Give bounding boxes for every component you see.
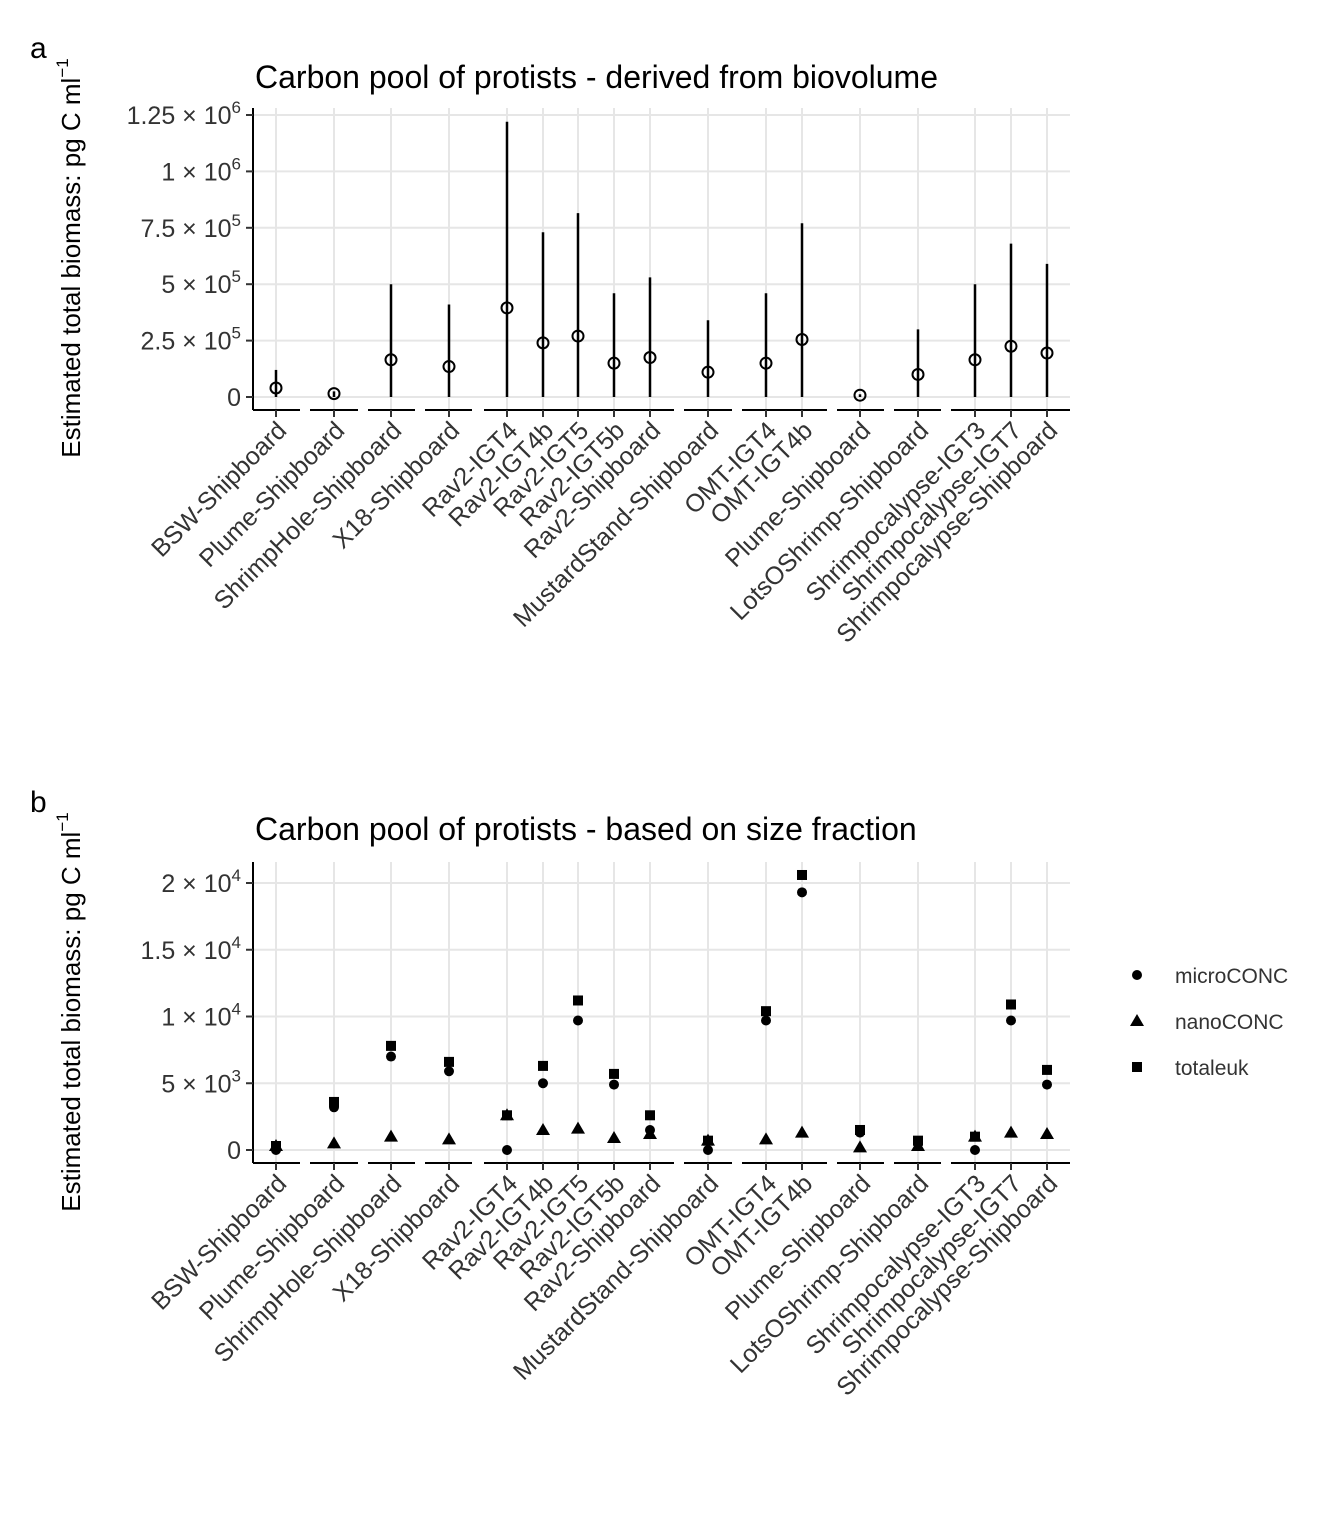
point-totaleuk: [1006, 999, 1016, 1010]
data-point: [442, 360, 456, 374]
data-point: [911, 367, 925, 381]
point-totaleuk: [913, 1135, 923, 1146]
data-point: [607, 356, 621, 370]
point-microCONC: [538, 1078, 548, 1089]
legend-label-totaleuk: totaleuk: [1175, 1057, 1249, 1080]
point-microCONC: [703, 1145, 713, 1155]
point-microCONC: [970, 1145, 980, 1155]
data-point: [968, 353, 982, 367]
panel-b-legend: microCONC nanoCONC totaleuk: [1130, 965, 1288, 1080]
data-point: [759, 356, 773, 370]
data-point: [701, 365, 715, 379]
data-point: [1040, 346, 1054, 360]
point-totaleuk: [444, 1056, 454, 1067]
point-totaleuk: [703, 1135, 713, 1146]
panel-a-title: Carbon pool of protists - derived from b…: [255, 59, 938, 95]
point-microCONC: [1042, 1079, 1052, 1090]
panel-a: a Carbon pool of protists - derived from…: [30, 32, 1070, 648]
panel-b: b Carbon pool of protists - based on siz…: [30, 786, 1288, 1401]
point-microCONC: [1006, 1015, 1016, 1026]
point-nanoCONC: [327, 1136, 341, 1149]
legend-label-microCONC: microCONC: [1175, 965, 1288, 988]
y-tick-label: 7.5 × 105: [140, 211, 241, 243]
point-totaleuk: [502, 1110, 512, 1121]
panel-b-y-axis-label-text: Estimated total biomass: pg C ml−1: [53, 812, 86, 1211]
point-nanoCONC: [853, 1140, 867, 1153]
y-tick-label: 5 × 103: [161, 1066, 241, 1098]
point-microCONC: [386, 1051, 396, 1062]
data-point: [500, 301, 514, 315]
point-totaleuk: [538, 1060, 548, 1071]
legend-key-nanoCONC: [1130, 1014, 1144, 1026]
point-microCONC: [573, 1015, 583, 1026]
point-totaleuk: [609, 1068, 619, 1079]
point-totaleuk: [645, 1110, 655, 1121]
point-totaleuk: [329, 1096, 339, 1107]
panel-a-y-axis-label-text: Estimated total biomass: pg C ml−1: [53, 58, 86, 457]
point-nanoCONC: [384, 1129, 398, 1142]
data-point: [643, 351, 657, 365]
data-point: [1004, 339, 1018, 353]
point-totaleuk: [386, 1040, 396, 1051]
legend-label-nanoCONC: nanoCONC: [1175, 1011, 1284, 1034]
data-point: [571, 329, 585, 343]
panel-a-y-axis-label: Estimated total biomass: pg C ml−1: [53, 58, 86, 457]
y-tick-label: 1 × 104: [161, 1000, 241, 1032]
panel-b-y-axis-label: Estimated total biomass: pg C ml−1: [53, 812, 86, 1211]
point-totaleuk: [797, 869, 807, 880]
panel-b-title: Carbon pool of protists - based on size …: [255, 811, 917, 847]
point-totaleuk: [761, 1006, 771, 1017]
y-tick-label: 2.5 × 105: [140, 324, 241, 356]
point-microCONC: [761, 1015, 771, 1026]
y-tick-label: 0: [227, 1137, 241, 1165]
point-totaleuk: [573, 995, 583, 1006]
legend-key-microCONC: [1132, 970, 1142, 980]
point-totaleuk: [271, 1140, 281, 1151]
point-nanoCONC: [607, 1130, 621, 1143]
data-point: [536, 336, 550, 350]
y-tick-label: 1 × 106: [161, 154, 241, 186]
point-nanoCONC: [795, 1125, 809, 1138]
y-tick-label: 2 × 104: [161, 866, 241, 898]
data-point: [327, 387, 341, 401]
point-nanoCONC: [571, 1121, 585, 1134]
data-point: [795, 332, 809, 346]
legend-key-totaleuk: [1132, 1062, 1142, 1072]
point-nanoCONC: [1040, 1126, 1054, 1139]
point-nanoCONC: [442, 1132, 456, 1145]
y-tick-label: 0: [227, 384, 241, 412]
point-microCONC: [444, 1066, 454, 1077]
data-point: [269, 381, 283, 395]
point-microCONC: [609, 1079, 619, 1090]
point-nanoCONC: [1004, 1125, 1018, 1138]
data-point: [384, 353, 398, 367]
data-point: [853, 388, 867, 402]
point-totaleuk: [855, 1124, 865, 1135]
y-tick-label: 1.25 × 106: [127, 98, 241, 130]
panel-b-label: b: [30, 786, 47, 819]
point-nanoCONC: [759, 1132, 773, 1145]
point-nanoCONC: [536, 1122, 550, 1135]
point-microCONC: [797, 887, 807, 898]
point-totaleuk: [1042, 1064, 1052, 1075]
point-microCONC: [502, 1145, 512, 1155]
point-totaleuk: [970, 1131, 980, 1142]
panel-a-plot: 0 2.5 × 105 5 × 105 7.5 × 105 1 × 106 1.25 × …: [127, 98, 1070, 648]
y-tick-label: 1.5 × 104: [140, 933, 241, 965]
panel-a-label: a: [30, 32, 47, 65]
y-tick-label: 5 × 105: [161, 267, 241, 299]
point-nanoCONC: [643, 1126, 657, 1139]
